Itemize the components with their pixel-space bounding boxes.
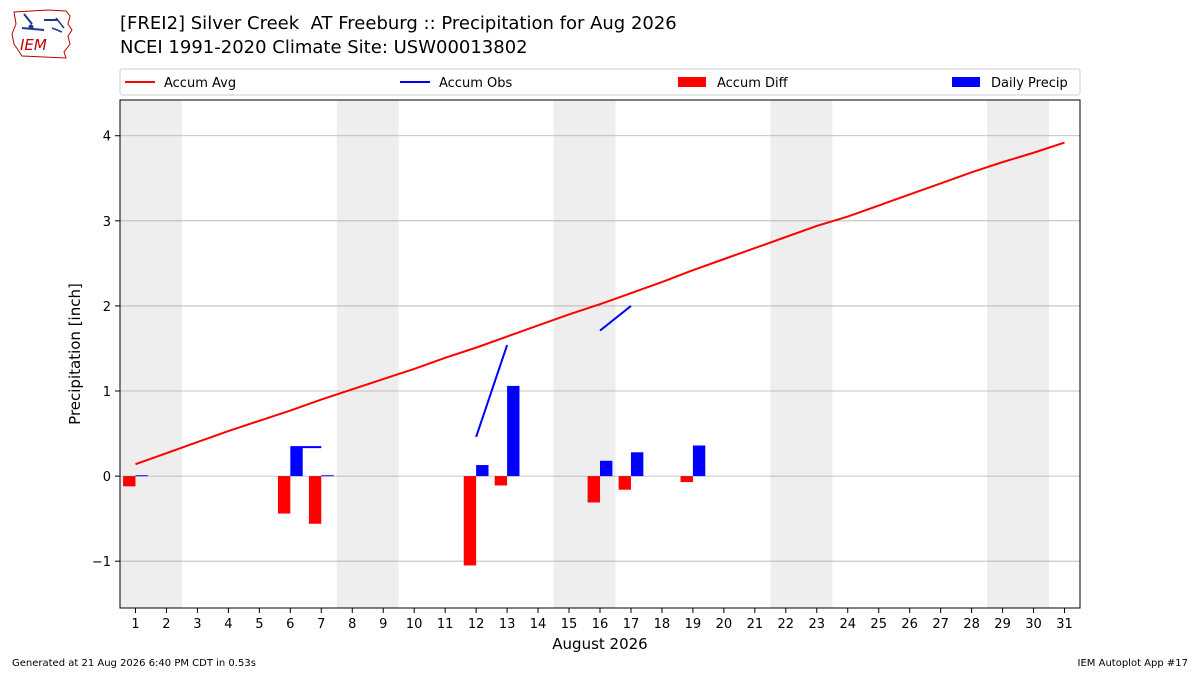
- x-tick-label: 15: [561, 617, 578, 632]
- x-tick-label: 17: [623, 617, 640, 632]
- legend-swatch: [678, 77, 706, 87]
- y-tick-label: −1: [92, 555, 111, 570]
- accum-diff-bar: [494, 476, 508, 486]
- weekend-band: [770, 100, 833, 608]
- legend-label: Accum Avg: [164, 76, 236, 91]
- x-tick-label: 12: [468, 617, 485, 632]
- iem-logo: IEM: [11, 9, 73, 59]
- y-tick-label: 3: [103, 215, 111, 230]
- legend-label: Accum Diff: [717, 76, 789, 91]
- y-tick-label: 2: [103, 300, 111, 315]
- weekend-band: [120, 100, 182, 608]
- accum-avg-line: [135, 141, 1065, 466]
- legend: Accum Avg Accum Obs Accum Diff Daily Precip: [119, 68, 1081, 96]
- x-tick-label: 11: [437, 617, 454, 632]
- app-credit: IEM Autoplot App #17: [1077, 658, 1188, 669]
- daily-precip-bar: [290, 448, 303, 477]
- daily-precip-bar: [630, 452, 644, 477]
- x-tick-label: 2: [162, 617, 170, 632]
- daily-precip-bar: [692, 445, 706, 477]
- x-tick-label: 31: [1056, 617, 1073, 632]
- x-tick-label: 3: [193, 617, 201, 632]
- x-tick-label: 30: [1025, 617, 1042, 632]
- x-tick-label: 1: [131, 617, 139, 632]
- x-tick-label: 18: [654, 617, 671, 632]
- x-tick-label: 14: [530, 617, 547, 632]
- y-tick-label: 4: [103, 130, 111, 145]
- legend-box: [119, 68, 1081, 96]
- accum-diff-bar: [123, 476, 136, 487]
- x-tick-label: 5: [255, 617, 263, 632]
- x-tick-label: 19: [685, 617, 702, 632]
- x-tick-label: 25: [870, 617, 887, 632]
- x-tick-label: 29: [994, 617, 1011, 632]
- accum-diff-bar: [463, 476, 477, 566]
- x-tick-label: 20: [716, 617, 733, 632]
- daily-precip-bar: [600, 460, 613, 477]
- generated-timestamp: Generated at 21 Aug 2026 6:40 PM CDT in …: [12, 658, 256, 669]
- y-tick-label: 0: [103, 470, 111, 485]
- x-tick-label: 7: [317, 617, 325, 632]
- daily-precip-bar: [476, 465, 489, 477]
- daily-precip-bar: [135, 475, 148, 477]
- x-tick-label: 22: [778, 617, 795, 632]
- x-tick-label: 28: [963, 617, 980, 632]
- x-tick-label: 24: [839, 617, 856, 632]
- x-tick-label: 16: [592, 617, 609, 632]
- legend-swatch: [952, 77, 980, 87]
- x-tick-label: 27: [932, 617, 949, 632]
- x-tick-label: 4: [224, 617, 232, 632]
- accum-obs-line: [599, 305, 632, 332]
- weekend-band: [987, 100, 1050, 608]
- chart-subtitle: NCEI 1991-2020 Climate Site: USW00013802: [120, 37, 528, 58]
- x-tick-label: 9: [379, 617, 387, 632]
- accum-diff-bar: [277, 476, 291, 514]
- legend-label: Accum Obs: [439, 76, 512, 91]
- x-tick-label: 8: [348, 617, 356, 632]
- accum-diff-bar: [680, 476, 693, 483]
- x-tick-label: 6: [286, 617, 294, 632]
- accum-diff-bar: [308, 476, 322, 524]
- y-axis-label: Precipitation [inch]: [66, 283, 84, 425]
- y-tick-label: 1: [103, 385, 111, 400]
- x-tick-label: 13: [499, 617, 516, 632]
- x-axis-label: August 2026: [552, 635, 647, 653]
- weekend-band: [553, 100, 616, 608]
- daily-precip-bar: [507, 385, 520, 477]
- x-tick-label: 10: [406, 617, 423, 632]
- accum-diff-bar: [587, 476, 600, 503]
- x-tick-label: 23: [809, 617, 826, 632]
- legend-label: Daily Precip: [991, 76, 1068, 91]
- chart-title: [FREI2] Silver Creek AT Freeburg :: Prec…: [120, 13, 677, 34]
- x-tick-label: 21: [747, 617, 764, 632]
- daily-precip-bar: [321, 475, 334, 477]
- accum-obs-line: [475, 344, 509, 438]
- accum-diff-bar: [618, 476, 631, 490]
- logo-text: IEM: [20, 36, 47, 54]
- weekend-band: [336, 100, 399, 608]
- x-tick-label: 26: [901, 617, 918, 632]
